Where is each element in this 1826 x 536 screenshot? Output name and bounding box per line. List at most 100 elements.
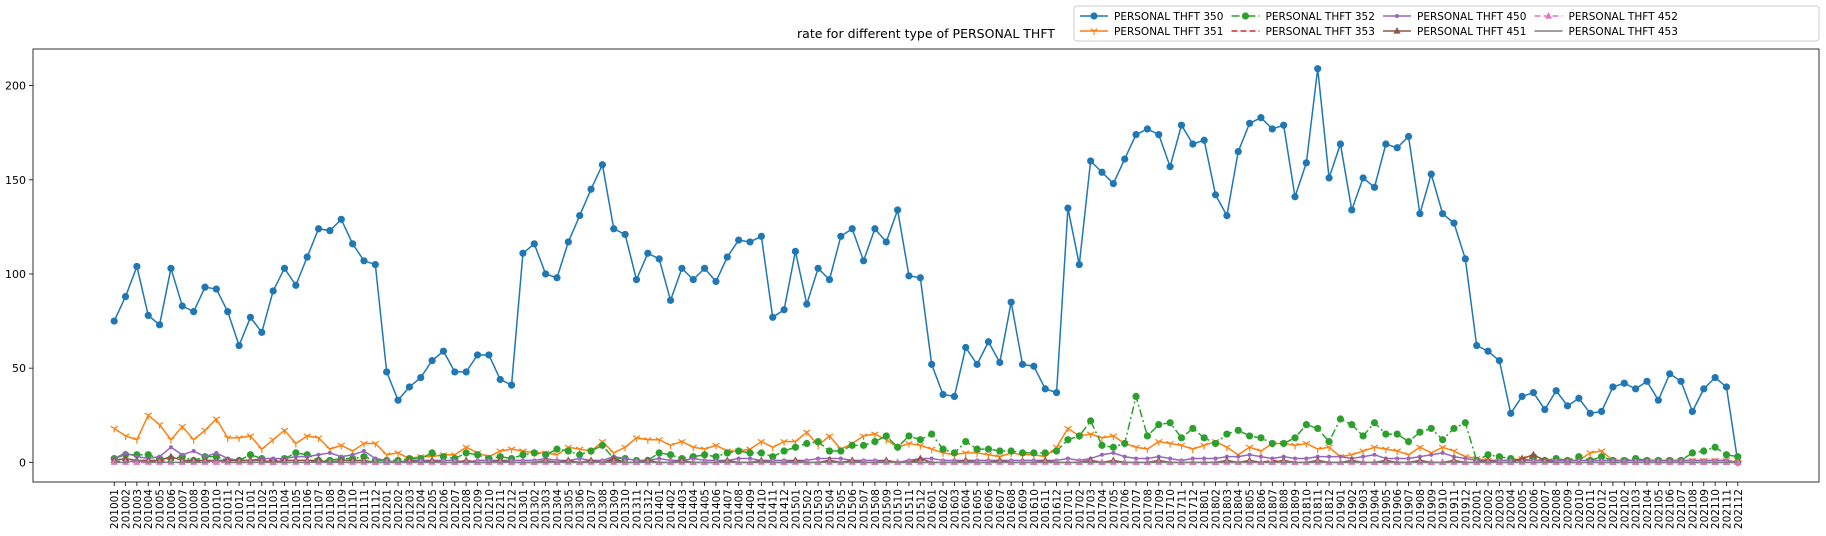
marker	[1484, 451, 1492, 459]
x-tick-label: 201701	[1063, 489, 1075, 529]
marker	[564, 238, 572, 246]
marker	[1327, 454, 1332, 459]
marker	[144, 412, 153, 420]
marker	[1427, 424, 1435, 433]
marker	[110, 317, 118, 325]
marker	[644, 437, 652, 444]
x-tick-label: 201210	[484, 489, 496, 529]
x-tick-label: 201802	[1211, 489, 1223, 529]
marker	[916, 454, 924, 462]
x-tick-label: 201508	[870, 489, 882, 529]
marker	[825, 447, 834, 455]
marker	[530, 449, 538, 457]
x-tick-label: 201211	[495, 489, 507, 529]
marker	[1041, 449, 1049, 457]
marker	[1484, 347, 1492, 355]
x-tick-label: 201009	[200, 489, 212, 529]
marker	[1495, 357, 1503, 365]
marker	[439, 347, 448, 355]
marker	[678, 438, 686, 446]
marker	[123, 450, 128, 455]
marker	[462, 449, 470, 457]
marker	[1586, 409, 1594, 417]
marker	[1211, 439, 1220, 448]
legend-label: PERSONAL THFT 453	[1569, 26, 1678, 38]
x-tick-label: 201206	[438, 489, 450, 529]
marker	[303, 253, 311, 261]
marker	[1223, 430, 1231, 438]
marker	[871, 225, 879, 233]
marker	[1052, 447, 1061, 455]
x-tick-label: 201110	[348, 489, 360, 529]
marker	[1087, 417, 1095, 425]
x-tick-label: 201509	[881, 489, 893, 529]
marker	[655, 437, 663, 444]
marker	[1087, 157, 1095, 165]
marker	[757, 449, 765, 457]
x-tick-label: 201804	[1233, 489, 1245, 529]
x-tick-label: 202102	[1619, 489, 1631, 529]
x-tick-label: 201407	[722, 489, 734, 529]
marker	[1541, 405, 1549, 414]
marker	[1257, 448, 1265, 456]
marker	[1382, 140, 1390, 148]
marker	[553, 445, 561, 453]
marker	[168, 445, 173, 450]
x-tick-label: 201201	[382, 489, 394, 529]
marker	[1109, 443, 1117, 451]
marker	[1007, 298, 1015, 306]
x-tick-label: 201207	[450, 489, 462, 529]
marker	[1722, 451, 1731, 459]
x-tick-label: 201007	[177, 489, 189, 529]
y-tick-label: 200	[5, 80, 26, 93]
x-tick-label: 202011	[1585, 489, 1597, 529]
marker	[485, 351, 493, 359]
marker	[269, 437, 277, 444]
marker	[1257, 434, 1265, 442]
plot-frame	[32, 48, 1820, 483]
x-tick-label: 201606	[983, 489, 995, 529]
marker	[361, 449, 366, 454]
x-tick-label: 201911	[1449, 489, 1461, 529]
x-tick-label: 201404	[688, 489, 700, 529]
marker	[1461, 419, 1469, 427]
marker	[644, 249, 652, 257]
marker	[939, 390, 947, 399]
x-tick-label: 201912	[1460, 489, 1472, 529]
x-tick-label: 201708	[1142, 489, 1154, 529]
x-tick-label: 201103	[268, 489, 280, 529]
marker	[439, 453, 448, 461]
marker	[314, 225, 323, 233]
x-tick-label: 201008	[189, 489, 201, 529]
marker	[292, 281, 300, 289]
x-tick-label: 202001	[1472, 489, 1484, 529]
marker	[939, 445, 947, 453]
x-tick-label: 201507	[859, 489, 871, 529]
marker	[1223, 211, 1231, 220]
marker	[212, 416, 221, 423]
marker	[1099, 452, 1104, 457]
x-tick-label: 201809	[1290, 489, 1302, 529]
marker	[167, 452, 175, 460]
marker	[155, 421, 164, 429]
marker	[1393, 27, 1401, 34]
marker	[678, 264, 686, 272]
x-tick-label: 201901	[1335, 489, 1347, 529]
marker	[1189, 446, 1197, 454]
marker	[394, 396, 402, 404]
marker	[1075, 432, 1083, 440]
marker	[121, 433, 130, 440]
marker	[246, 313, 255, 321]
marker	[780, 447, 788, 455]
x-tick-label: 202004	[1506, 489, 1518, 529]
x-tick-label: 202106	[1665, 489, 1677, 529]
x-tick-label: 201307	[586, 489, 598, 529]
x-tick-label: 201801	[1199, 489, 1211, 529]
marker	[519, 451, 527, 459]
x-tick-label: 201908	[1415, 489, 1427, 529]
legend: PERSONAL THFT 350 PERSONAL THFT 351 PERSON…	[1073, 5, 1820, 42]
marker	[780, 306, 788, 314]
x-tick-label: 201202	[393, 489, 405, 529]
marker	[316, 452, 321, 457]
marker	[769, 453, 777, 461]
